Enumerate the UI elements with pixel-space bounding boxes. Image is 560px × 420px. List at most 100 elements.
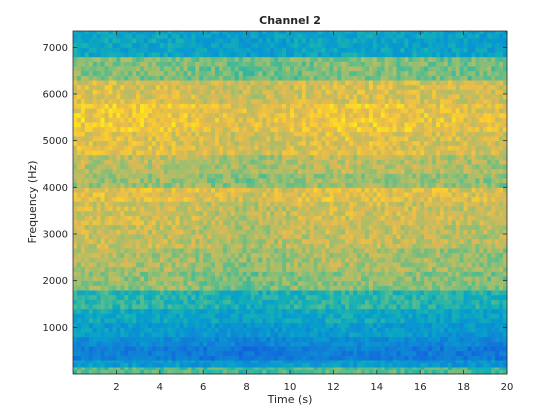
heatmap-cell [96, 355, 102, 361]
heatmap-cell [175, 276, 181, 282]
heatmap-cell [140, 206, 145, 212]
heatmap-cell [96, 285, 102, 291]
heatmap-cell [364, 173, 370, 179]
heatmap-cell [179, 360, 184, 363]
heatmap-cell [132, 299, 137, 305]
heatmap-cell [136, 178, 141, 184]
heatmap-cell [368, 229, 374, 235]
heatmap-cell [392, 266, 398, 272]
heatmap-cell [222, 350, 228, 356]
heatmap-cell [349, 304, 354, 310]
heatmap-cell [167, 327, 173, 333]
heatmap-cell [309, 220, 315, 226]
heatmap-cell [491, 332, 496, 338]
heatmap-cell [230, 341, 236, 347]
heatmap-cell [242, 173, 248, 179]
heatmap-cell [207, 285, 212, 291]
heatmap-cell [88, 336, 94, 342]
heatmap-cell [309, 206, 315, 212]
heatmap-cell [179, 304, 184, 310]
heatmap-cell [211, 178, 216, 184]
heatmap-cell [234, 276, 240, 282]
heatmap-cell [301, 220, 307, 226]
heatmap-cell [329, 369, 334, 375]
heatmap-cell [262, 206, 267, 212]
heatmap-cell [191, 304, 196, 310]
heatmap-cell [428, 285, 433, 291]
heatmap-cell [76, 341, 82, 347]
heatmap-cell [483, 182, 488, 188]
heatmap-cell [357, 318, 362, 324]
heatmap-cell [195, 243, 200, 249]
heatmap-cell [384, 327, 390, 333]
heatmap-cell [211, 346, 216, 352]
heatmap-cell [226, 290, 232, 296]
heatmap-cell [479, 285, 484, 291]
heatmap-cell [428, 257, 433, 263]
heatmap-cell [282, 367, 287, 370]
heatmap-cell [128, 322, 133, 328]
heatmap-cell [290, 215, 295, 221]
heatmap-cell [321, 210, 327, 216]
heatmap-cell [321, 224, 327, 230]
heatmap-cell [435, 346, 441, 352]
heatmap-cell [357, 271, 362, 277]
heatmap-cell [286, 355, 291, 361]
heatmap-cell [238, 220, 244, 226]
heatmap-cell [435, 224, 441, 230]
heatmap-cell [211, 362, 216, 368]
heatmap-cell [384, 304, 390, 310]
heatmap-cell [388, 238, 394, 244]
heatmap-cell [325, 224, 330, 230]
heatmap-cell [491, 173, 496, 179]
heatmap-cell [349, 266, 354, 272]
heatmap-cell [282, 248, 287, 254]
heatmap-cell [84, 322, 90, 328]
heatmap-cell [286, 206, 291, 212]
heatmap-cell [195, 318, 200, 324]
heatmap-cell [309, 341, 315, 347]
heatmap-cell [163, 196, 169, 202]
heatmap-cell [100, 248, 106, 254]
heatmap-cell [222, 369, 228, 375]
heatmap-cell [333, 313, 338, 319]
heatmap-cell [345, 262, 350, 268]
heatmap-cell [432, 322, 437, 328]
heatmap-cell [309, 360, 315, 363]
heatmap-cell [495, 290, 500, 296]
heatmap-cell [404, 313, 409, 319]
heatmap-cell [222, 187, 228, 193]
heatmap-cell [120, 168, 125, 174]
heatmap-cell [345, 271, 350, 277]
heatmap-cell [218, 173, 224, 179]
heatmap-cell [266, 192, 271, 198]
heatmap-cell [92, 367, 98, 370]
heatmap-cell [155, 327, 161, 333]
heatmap-cell [274, 332, 279, 338]
heatmap-cell [475, 220, 480, 226]
heatmap-cell [222, 192, 228, 198]
heatmap-cell [495, 220, 500, 226]
heatmap-cell [325, 262, 330, 268]
heatmap-cell [218, 362, 224, 368]
heatmap-cell [424, 369, 429, 375]
heatmap-cell [491, 313, 496, 319]
heatmap-cell [250, 294, 255, 300]
heatmap-cell [104, 192, 110, 198]
heatmap-cell [309, 369, 315, 375]
heatmap-cell [179, 238, 184, 244]
heatmap-cell [112, 327, 117, 333]
heatmap-cell [404, 220, 409, 226]
heatmap-cell [254, 369, 259, 375]
heatmap-cell [357, 327, 362, 333]
heatmap-cell [167, 192, 173, 198]
heatmap-cell [293, 252, 299, 258]
heatmap-cell [266, 332, 271, 338]
heatmap-cell [183, 220, 188, 226]
heatmap-cell [136, 304, 141, 310]
heatmap-cell [364, 346, 370, 352]
heatmap-cell [380, 360, 386, 363]
heatmap-cell [412, 308, 417, 314]
heatmap-cell [108, 362, 113, 368]
heatmap-cell [428, 362, 433, 368]
